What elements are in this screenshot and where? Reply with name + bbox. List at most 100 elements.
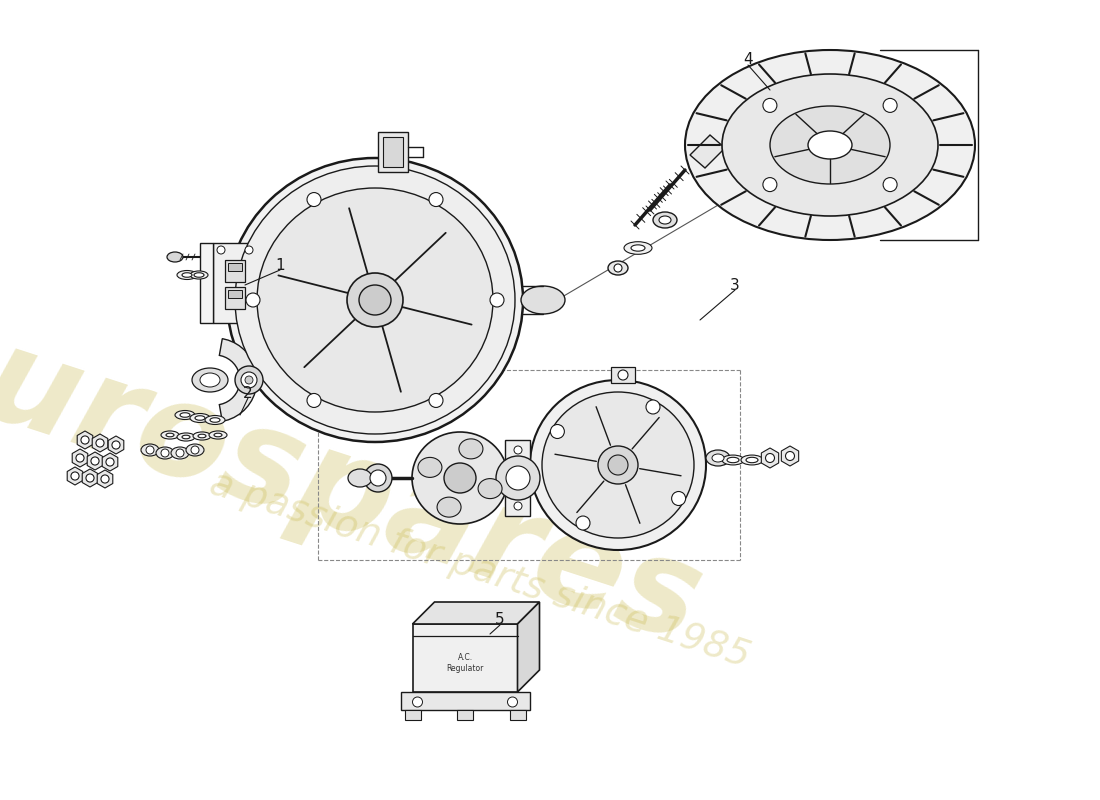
Ellipse shape <box>170 447 189 459</box>
Ellipse shape <box>227 158 522 442</box>
Ellipse shape <box>346 273 403 327</box>
Ellipse shape <box>198 434 206 438</box>
Bar <box>383 137 403 167</box>
Ellipse shape <box>182 273 192 278</box>
Polygon shape <box>219 338 257 422</box>
Ellipse shape <box>712 454 724 462</box>
Polygon shape <box>67 467 82 485</box>
Ellipse shape <box>359 285 390 315</box>
Ellipse shape <box>808 131 852 159</box>
Circle shape <box>646 400 660 414</box>
Bar <box>509 710 526 720</box>
Polygon shape <box>82 469 98 487</box>
Ellipse shape <box>521 286 565 314</box>
Ellipse shape <box>180 413 190 418</box>
Ellipse shape <box>200 373 220 387</box>
Ellipse shape <box>542 392 694 538</box>
Circle shape <box>96 439 104 447</box>
Ellipse shape <box>685 50 975 240</box>
Circle shape <box>191 446 199 454</box>
Circle shape <box>246 293 260 307</box>
Ellipse shape <box>727 458 739 462</box>
Circle shape <box>146 446 154 454</box>
Ellipse shape <box>214 434 222 437</box>
Circle shape <box>429 193 443 206</box>
Ellipse shape <box>598 446 638 484</box>
Ellipse shape <box>190 271 208 279</box>
Bar <box>226 287 245 309</box>
Ellipse shape <box>770 106 890 184</box>
Polygon shape <box>213 243 257 323</box>
Text: eurospares: eurospares <box>0 290 716 670</box>
Ellipse shape <box>444 463 476 493</box>
Polygon shape <box>87 452 102 470</box>
Circle shape <box>70 472 79 480</box>
Circle shape <box>112 441 120 449</box>
Bar <box>610 367 635 383</box>
Circle shape <box>785 451 794 461</box>
Ellipse shape <box>722 74 938 216</box>
Polygon shape <box>77 431 92 449</box>
Ellipse shape <box>496 456 540 500</box>
Polygon shape <box>412 624 517 692</box>
Circle shape <box>176 449 184 457</box>
Ellipse shape <box>195 416 205 420</box>
Polygon shape <box>781 446 799 466</box>
Ellipse shape <box>192 368 228 392</box>
Circle shape <box>672 491 685 506</box>
Ellipse shape <box>706 450 730 466</box>
Ellipse shape <box>235 166 515 434</box>
Ellipse shape <box>653 212 676 228</box>
Text: 3: 3 <box>730 278 740 293</box>
Text: A.C.
Regulator: A.C. Regulator <box>447 654 484 673</box>
Ellipse shape <box>506 466 530 490</box>
Ellipse shape <box>166 434 174 437</box>
Ellipse shape <box>257 188 493 412</box>
Ellipse shape <box>746 458 758 462</box>
Polygon shape <box>92 434 108 452</box>
Text: 4: 4 <box>744 53 752 67</box>
Text: 1: 1 <box>275 258 285 273</box>
Ellipse shape <box>175 410 195 419</box>
Ellipse shape <box>530 380 706 550</box>
Ellipse shape <box>156 447 174 459</box>
Ellipse shape <box>418 458 442 478</box>
Text: 5: 5 <box>495 613 505 627</box>
Ellipse shape <box>141 444 160 456</box>
Circle shape <box>106 458 114 466</box>
Ellipse shape <box>194 273 204 278</box>
Ellipse shape <box>241 372 257 388</box>
Ellipse shape <box>741 455 763 465</box>
Ellipse shape <box>370 470 386 486</box>
Ellipse shape <box>437 497 461 517</box>
Polygon shape <box>517 602 539 692</box>
Circle shape <box>883 178 898 191</box>
Circle shape <box>763 98 777 113</box>
Ellipse shape <box>192 432 211 440</box>
Circle shape <box>576 516 590 530</box>
Circle shape <box>76 454 84 462</box>
Ellipse shape <box>167 252 183 262</box>
Circle shape <box>412 697 422 707</box>
Polygon shape <box>690 135 725 168</box>
Ellipse shape <box>412 432 508 524</box>
Polygon shape <box>400 692 529 710</box>
Bar <box>456 710 473 720</box>
Circle shape <box>763 178 777 191</box>
Bar <box>378 132 408 172</box>
Ellipse shape <box>364 464 392 492</box>
Polygon shape <box>73 449 88 467</box>
Polygon shape <box>97 470 113 488</box>
Ellipse shape <box>608 455 628 475</box>
Circle shape <box>161 449 169 457</box>
Ellipse shape <box>177 270 197 279</box>
Circle shape <box>514 502 522 510</box>
Ellipse shape <box>624 242 652 254</box>
Circle shape <box>217 246 226 254</box>
Circle shape <box>550 425 564 438</box>
Circle shape <box>507 697 517 707</box>
Bar <box>405 710 420 720</box>
Circle shape <box>883 98 898 113</box>
Text: a passion for parts since 1985: a passion for parts since 1985 <box>206 466 755 674</box>
Polygon shape <box>200 243 213 323</box>
